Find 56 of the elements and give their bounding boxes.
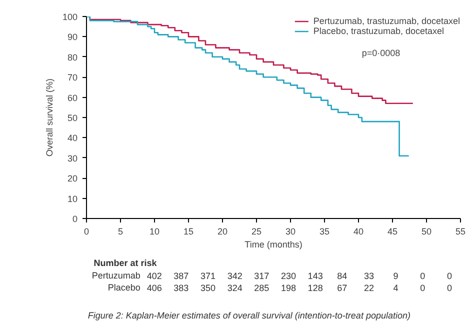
text: 285 xyxy=(254,283,270,293)
x-tick-label: 55 xyxy=(455,226,466,236)
x-tick-label: 20 xyxy=(217,226,228,236)
x-tick-label: 15 xyxy=(183,226,194,236)
y-tick-label: 60 xyxy=(67,92,78,103)
y-tick-label: 0 xyxy=(72,214,78,224)
text: 4 xyxy=(393,283,398,293)
text: 84 xyxy=(337,271,348,281)
x-tick-label: 30 xyxy=(285,226,296,236)
x-tick-label: 50 xyxy=(421,226,432,236)
x-tick-label: 40 xyxy=(353,226,364,236)
text: 22 xyxy=(364,283,374,293)
text: 342 xyxy=(227,271,242,281)
y-tick-label: 50 xyxy=(67,113,78,123)
text: Pertuzumab xyxy=(92,270,140,280)
text: 317 xyxy=(254,271,270,281)
y-tick-label: 30 xyxy=(67,153,78,164)
text: 67 xyxy=(337,283,348,293)
x-axis-title: Time (months) xyxy=(244,240,302,250)
text: 9 xyxy=(393,271,398,281)
text: 383 xyxy=(174,283,189,293)
x-tick-label: 35 xyxy=(319,226,330,236)
y-tick-label: 40 xyxy=(67,133,78,144)
text: 406 xyxy=(146,283,162,293)
text: 402 xyxy=(146,271,162,281)
y-tick-label: 70 xyxy=(67,72,78,83)
text: Placebo xyxy=(108,282,140,292)
y-tick-label: 90 xyxy=(67,32,78,42)
text: 0 xyxy=(420,283,426,293)
text: 0 xyxy=(420,271,426,281)
legend-label: Pertuzumab, trastuzumab, docetaxel xyxy=(313,16,460,26)
text: 198 xyxy=(280,283,296,293)
x-tick-label: 10 xyxy=(149,226,160,236)
annotation: p=0·0008 xyxy=(362,48,400,58)
text: 371 xyxy=(200,271,216,281)
text: 0 xyxy=(446,283,452,293)
y-axis-title: Overall survival (%) xyxy=(44,78,54,157)
legend-label: Placebo, trastuzumab, docetaxel xyxy=(313,26,444,36)
x-tick-label: 5 xyxy=(118,226,124,236)
y-tick-label: 20 xyxy=(67,174,78,184)
text: 0 xyxy=(446,271,452,281)
y-tick-label: 100 xyxy=(62,12,78,22)
text: 128 xyxy=(308,283,323,293)
text: 230 xyxy=(280,271,296,281)
caption: Figure 2: Kaplan-Meier estimates of overall survival (intention-to-treat population) xyxy=(88,310,410,320)
y-tick-label: 80 xyxy=(67,52,78,62)
text: 324 xyxy=(227,283,242,293)
text: 350 xyxy=(200,283,216,293)
text: 33 xyxy=(364,271,374,281)
x-tick-label: 25 xyxy=(251,226,262,236)
y-tick-label: 10 xyxy=(67,194,78,204)
x-tick-label: 45 xyxy=(387,226,398,236)
text: 387 xyxy=(174,271,189,281)
text: 143 xyxy=(308,271,323,281)
x-tick-label: 0 xyxy=(84,226,90,236)
text: Number at risk xyxy=(94,258,158,268)
